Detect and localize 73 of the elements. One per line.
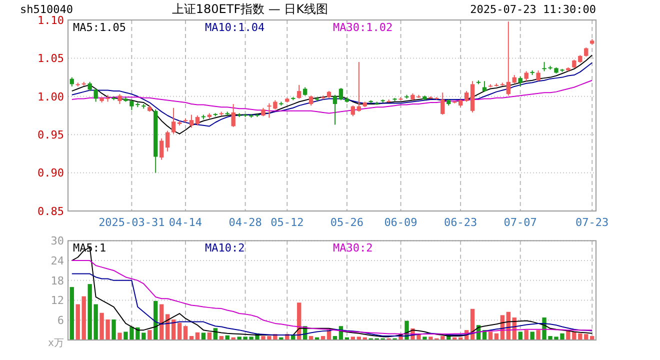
candlestick	[506, 21, 510, 96]
x-tick-label: 06-23	[444, 216, 478, 229]
bar	[76, 304, 80, 340]
candlestick	[536, 70, 540, 82]
series-label: MA5:1	[73, 242, 106, 255]
line-series	[71, 260, 593, 335]
x-tick-label: 05-26	[330, 216, 364, 229]
candlestick	[350, 105, 356, 117]
text: 2025-07-23 11:30:00	[470, 3, 596, 16]
line-series	[71, 54, 593, 134]
chart-title: 上证180ETF指数 — 日K线图	[172, 2, 328, 16]
candlestick	[118, 94, 122, 105]
line-series	[71, 62, 593, 127]
candlestick	[524, 70, 528, 82]
candlestick	[159, 138, 164, 160]
x-tick-label: 04-14	[168, 216, 202, 229]
text: sh510040	[20, 3, 73, 16]
bar	[524, 330, 528, 340]
bar	[201, 332, 206, 340]
text: MA10:2	[205, 242, 245, 255]
y-tick-label: 1.10	[38, 14, 64, 27]
candlestick	[308, 95, 314, 106]
x-tick-label: 07-07	[504, 216, 537, 229]
candlestick	[195, 115, 200, 126]
bar	[112, 319, 116, 340]
y-tick-label: 0.95	[38, 128, 64, 142]
candlestick	[165, 130, 170, 152]
candlestick	[94, 88, 98, 102]
y-tick-label: 0.85	[38, 204, 64, 218]
bar	[183, 326, 188, 340]
y-tick-label: 30	[50, 234, 64, 248]
bar	[536, 330, 540, 340]
candlestick	[88, 81, 92, 92]
y-tick-label: 18	[50, 274, 64, 288]
line-series	[71, 273, 593, 337]
x-tick-label: 05-12	[270, 216, 304, 229]
bar	[148, 330, 152, 340]
candlestick	[189, 114, 194, 128]
candlestick	[584, 47, 588, 58]
y-tick-label: 6	[57, 314, 64, 327]
line-series	[71, 80, 593, 114]
bar	[422, 336, 427, 340]
text: MA30:1.02	[333, 21, 393, 34]
bar	[118, 332, 122, 340]
bar	[488, 332, 493, 340]
text: MA5:1.05	[73, 21, 126, 34]
candlestick	[464, 90, 469, 102]
candlestick	[297, 84, 302, 100]
candlestick	[518, 76, 522, 87]
bar	[82, 296, 86, 340]
x-tick-label: 04-28	[228, 216, 262, 229]
y-tick-label: 1.00	[38, 90, 64, 104]
candlestick	[332, 94, 338, 126]
bar	[518, 332, 522, 340]
bar	[530, 332, 534, 340]
y-tick-label: 1.05	[38, 52, 64, 66]
y-tick-label: 24	[50, 254, 64, 268]
y-tick-label: 12	[50, 294, 64, 308]
candlestick	[171, 107, 176, 134]
x-tick-label: 07-23	[576, 216, 609, 229]
x-tick-label: 2025-03-31	[98, 216, 165, 229]
x-tick-label: 06-09	[384, 216, 418, 229]
candlestick	[356, 62, 361, 112]
candlestick	[231, 104, 236, 128]
y-axis-title: x万	[48, 338, 64, 349]
candlestick	[440, 92, 445, 116]
candlestick	[338, 87, 344, 101]
bar	[70, 287, 74, 340]
bar	[177, 322, 182, 340]
text: MA10:1.04	[205, 21, 265, 34]
y-tick-label: 0.90	[38, 166, 64, 180]
candlestick	[482, 80, 487, 92]
text: MA30:2	[333, 242, 373, 255]
